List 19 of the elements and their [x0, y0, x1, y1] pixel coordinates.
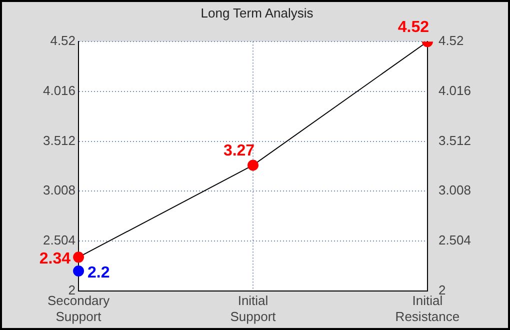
y2-tick-label: 3.008 — [438, 182, 472, 198]
data-label: 4.52 — [398, 19, 430, 36]
x-tick-label: Initial Support — [230, 293, 276, 324]
point — [73, 266, 84, 277]
y2-tick-label: 4.016 — [438, 83, 472, 98]
point — [248, 160, 258, 171]
y-tick-label: 4.016 — [42, 83, 76, 98]
data-label: 3.27 — [223, 142, 255, 160]
y-tick-label: 3.008 — [42, 182, 76, 198]
chart-title: Long Term Analysis — [200, 5, 314, 20]
y2-tick-label: 2.504 — [438, 232, 472, 248]
point — [73, 252, 84, 263]
y-tick-label: 2.504 — [42, 232, 76, 248]
data-label: 2.34 — [39, 250, 71, 268]
y-tick-label: 4.52 — [50, 33, 76, 48]
y2-tick-label: 3.512 — [438, 132, 472, 148]
y-tick-label: 3.512 — [42, 132, 76, 148]
y2-tick-label: 4.52 — [438, 33, 464, 48]
data-label: 2.2 — [88, 264, 110, 282]
